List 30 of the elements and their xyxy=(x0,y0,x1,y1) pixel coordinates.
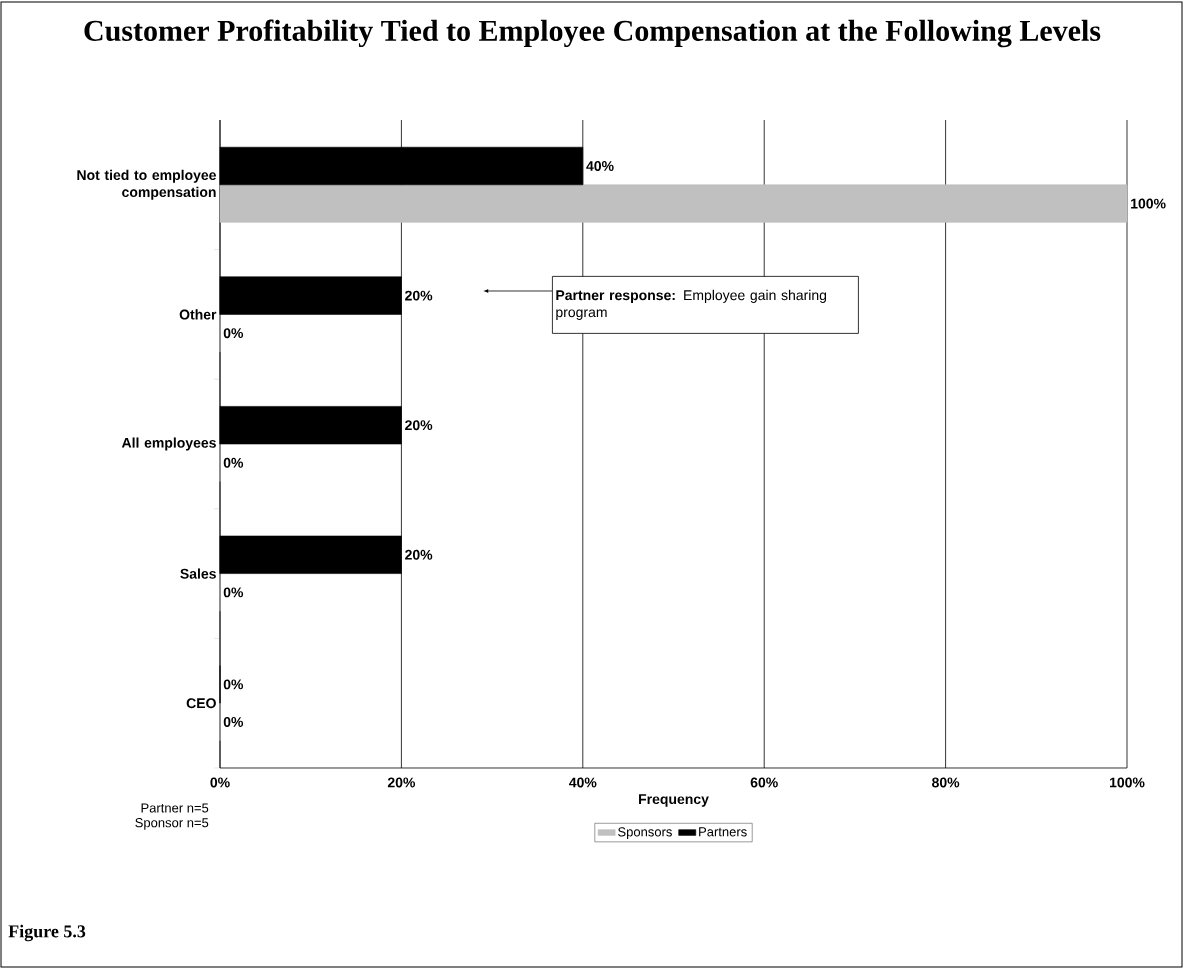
bar xyxy=(219,184,1128,223)
text: Partner response: Employee gain sharing program xyxy=(556,289,827,320)
data-label: 20% xyxy=(405,290,433,301)
text: Sponsor n=5 xyxy=(135,818,209,830)
data-label: 20% xyxy=(405,420,433,431)
data-label: 0% xyxy=(223,717,244,727)
y-tick-label: CEO xyxy=(186,698,216,709)
y-tick-label: Not tied to employee compensation xyxy=(77,169,216,200)
x-tick-label: 0% xyxy=(210,777,230,788)
y-tick-label: Other xyxy=(179,309,217,320)
x-tick-label: 60% xyxy=(750,777,778,788)
x-tick-label: 80% xyxy=(932,777,960,788)
x-tick-label: 40% xyxy=(569,777,597,788)
data-label: 40% xyxy=(586,161,614,171)
x-axis-title: Frequency xyxy=(639,794,709,807)
legend-label: Partners xyxy=(699,827,747,837)
data-label: 0% xyxy=(223,679,244,690)
data-label: 20% xyxy=(405,549,433,560)
y-tick-label: Sales xyxy=(180,568,216,579)
data-label: 0% xyxy=(223,457,244,468)
y-tick-label: All employees xyxy=(121,437,216,451)
x-tick-label: 20% xyxy=(387,777,416,788)
data-label: 0% xyxy=(223,328,244,339)
x-tick-label: 100% xyxy=(1109,777,1145,788)
text: Partner n=5 xyxy=(141,803,209,813)
data-label: 0% xyxy=(223,587,244,598)
data-label: 100% xyxy=(1131,198,1166,209)
chart-title: Customer Profitability Tied to Employee Compensation at the Following Levels xyxy=(84,19,1101,48)
caption: Figure 5.3 xyxy=(8,924,86,942)
legend-label: Sponsors xyxy=(618,827,672,840)
